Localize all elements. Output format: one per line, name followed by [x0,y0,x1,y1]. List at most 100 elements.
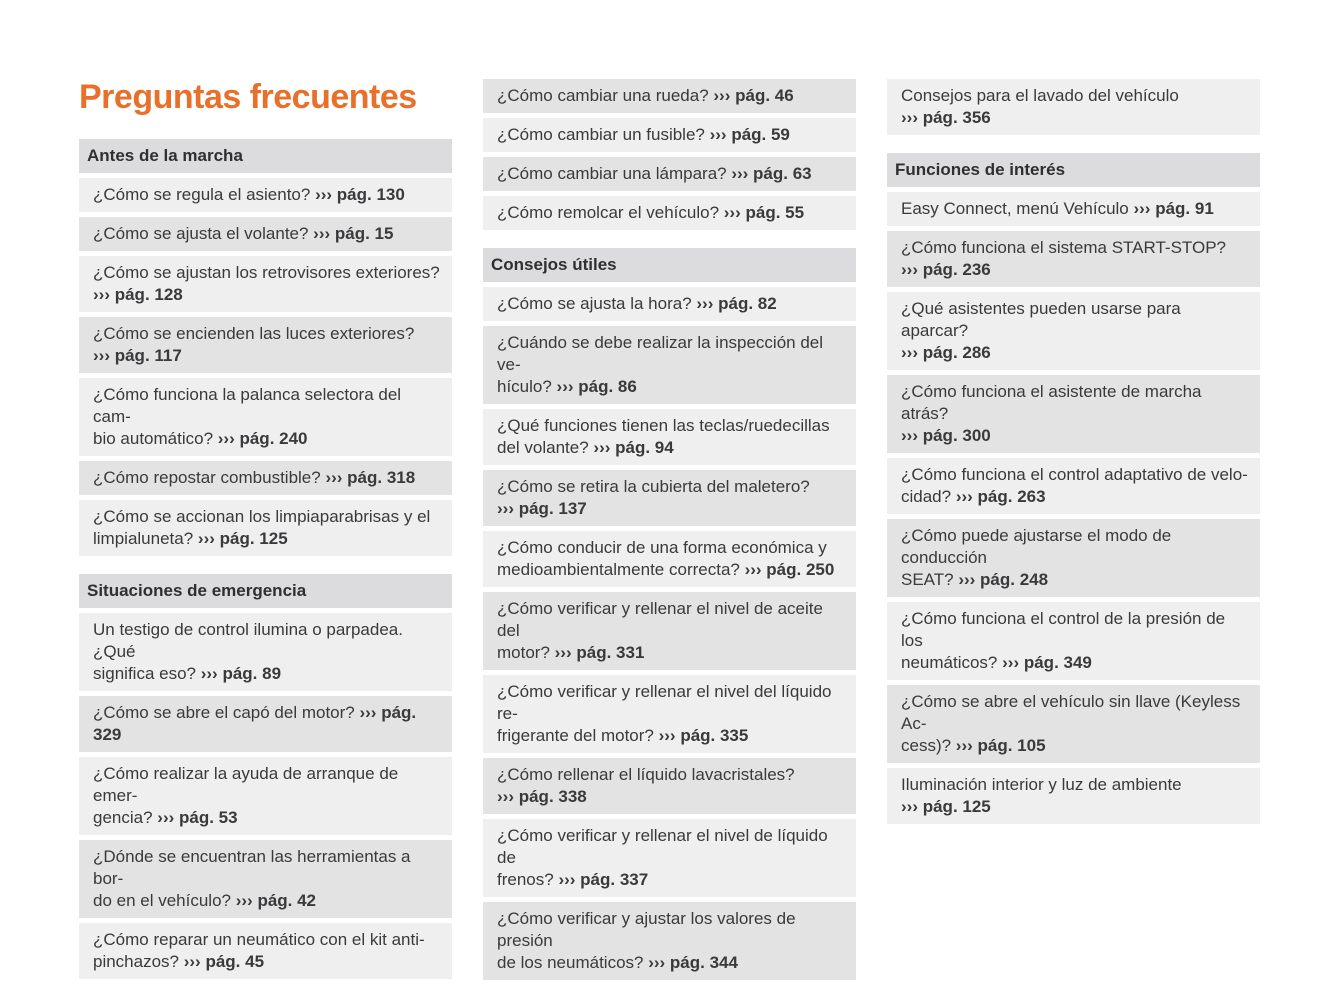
faq-item: ¿Cómo realizar la ayuda de arranque de e… [79,757,452,835]
arrow-icon: ››› [93,285,110,304]
page-reference-link[interactable]: pág. 240 [239,429,308,448]
question-text: ¿Cómo puede ajustarse el modo de conducc… [901,526,1172,589]
faq-item: ¿Cómo cambiar un fusible? ››› pág. 59 [483,118,856,152]
question-text: ¿Cómo conducir de una forma económica y … [497,538,827,579]
question-text: ¿Cómo se ajusta la hora? [497,294,697,313]
arrow-icon: ››› [709,125,727,144]
page-reference-link[interactable]: pág. 89 [222,664,282,683]
page-reference-link[interactable]: pág. 344 [669,953,738,972]
page-reference-link[interactable]: pág. 248 [980,570,1049,589]
page-reference-link[interactable]: pág. 137 [518,499,587,518]
page-reference-link[interactable]: pág. 55 [745,203,805,222]
page-reference-link[interactable]: pág. 300 [922,426,991,445]
page-reference-link[interactable]: pág. 356 [922,108,991,127]
faq-item: ¿Cómo remolcar el vehículo? ››› pág. 55 [483,196,856,230]
faq-item: Consejos para el lavado del vehículo ›››… [887,79,1260,135]
page-reference-link[interactable]: pág. 128 [114,285,183,304]
question-text: ¿Cuándo se debe realizar la inspección d… [497,333,824,396]
question-text: ¿Cómo se accionan los limpiaparabrisas y… [93,507,431,548]
arrow-icon: ››› [1002,653,1020,672]
faq-item: ¿Dónde se encuentran las herramientas a … [79,840,452,918]
page-title: Preguntas frecuentes [79,78,417,116]
page-reference-link[interactable]: pág. 337 [580,870,649,889]
page-reference-link[interactable]: pág. 59 [731,125,790,144]
page-reference-link[interactable]: pág. 125 [922,797,991,816]
question-text: ¿Cómo verificar y rellenar el nivel de l… [497,826,828,889]
faq-item: ¿Cómo cambiar una rueda? ››› pág. 46 [483,79,856,113]
faq-item: ¿Cómo funciona la palanca selectora del … [79,378,452,456]
question-text: ¿Cómo se abre el vehículo sin llave (Key… [901,692,1241,755]
page-reference-link[interactable]: pág. 130 [336,185,405,204]
question-text: ¿Cómo cambiar una rueda? [497,86,714,105]
page-reference-link[interactable]: pág. 286 [922,343,991,362]
faq-item: ¿Qué asistentes pueden usarse para aparc… [887,292,1260,370]
page-reference-link[interactable]: pág. 329 [93,703,417,744]
arrow-icon: ››› [183,952,201,971]
faq-item: Iluminación interior y luz de ambiente ›… [887,768,1260,824]
faq-section: Consejos útiles ¿Cómo se ajusta la hora? … [483,248,856,980]
page-reference-link[interactable]: pág. 53 [179,808,238,827]
page-reference-link[interactable]: pág. 82 [718,294,777,313]
faq-item: ¿Cómo se retira la cubierta del maletero… [483,470,856,526]
page-reference-link[interactable]: pág. 349 [1023,653,1092,672]
question-text: ¿Cómo se ajustan los retrovisores exteri… [93,263,440,282]
arrow-icon: ››› [648,953,666,972]
question-text: ¿Cómo verificar y rellenar el nivel del … [497,682,832,745]
section-header: Antes de la marcha [79,139,452,173]
arrow-icon: ››› [197,529,215,548]
question-text: ¿Cómo realizar la ayuda de arranque de e… [93,764,399,827]
arrow-icon: ››› [658,726,676,745]
page-reference-link[interactable]: pág. 105 [977,736,1046,755]
page-reference-link[interactable]: pág. 125 [219,529,288,548]
page-reference-link[interactable]: pág. 91 [1155,199,1214,218]
faq-section: Antes de la marcha ¿Cómo se regula el asi… [79,139,452,556]
page-reference-link[interactable]: pág. 338 [518,787,587,806]
page-reference-link[interactable]: pág. 263 [977,487,1046,506]
page-reference-link[interactable]: pág. 94 [615,438,674,457]
faq-item: ¿Cómo funciona el control de la presión … [887,602,1260,680]
arrow-icon: ››› [235,891,253,910]
arrow-icon: ››› [157,808,175,827]
page-reference-link[interactable]: pág. 117 [114,346,182,365]
arrow-icon: ››› [713,86,731,105]
question-text: ¿Cómo cambiar una lámpara? [497,164,732,183]
question-text: Easy Connect, menú Vehículo [901,199,1134,218]
faq-item: ¿Cuándo se debe realizar la inspección d… [483,326,856,404]
page-reference-link[interactable]: pág. 335 [680,726,749,745]
page-reference-link[interactable]: pág. 318 [347,468,416,487]
question-text: ¿Cómo se ajusta el volante? [93,224,314,243]
arrow-icon: ››› [1133,199,1151,218]
page-reference-link[interactable]: pág. 63 [753,164,812,183]
page-reference-link[interactable]: pág. 331 [576,643,645,662]
arrow-icon: ››› [696,294,714,313]
faq-item: ¿Cómo funciona el control adaptativo de … [887,458,1260,514]
question-text: ¿Cómo repostar combustible? [93,468,326,487]
arrow-icon: ››› [593,438,611,457]
arrow-icon: ››› [217,429,235,448]
faq-item: ¿Cómo verificar y rellenar el nivel de a… [483,592,856,670]
page-reference-link[interactable]: pág. 86 [578,377,637,396]
question-text: ¿Cómo cambiar un fusible? [497,125,710,144]
question-text: ¿Cómo se abre el capó del motor? [93,703,360,722]
arrow-icon: ››› [558,870,576,889]
arrow-icon: ››› [497,499,514,518]
arrow-icon: ››› [901,343,918,362]
page-reference-link[interactable]: pág. 15 [334,224,394,243]
faq-item: Easy Connect, menú Vehículo ››› pág. 91 [887,192,1260,226]
faq-item: ¿Qué funciones tienen las teclas/ruedeci… [483,409,856,465]
faq-item: ¿Cómo se accionan los limpiaparabrisas y… [79,500,452,556]
faq-item: ¿Cómo funciona el sistema START-STOP? ››… [887,231,1260,287]
page-reference-link[interactable]: pág. 250 [766,560,835,579]
question-text: Iluminación interior y luz de ambiente [901,775,1182,794]
question-text: ¿Qué funciones tienen las teclas/ruedeci… [497,416,830,457]
faq-item: ¿Cómo repostar combustible? ››› pág. 318 [79,461,452,495]
faq-item: ¿Cómo verificar y rellenar el nivel de l… [483,819,856,897]
page-reference-link[interactable]: pág. 236 [922,260,991,279]
page-reference-link[interactable]: pág. 46 [735,86,794,105]
section-header: Consejos útiles [483,248,856,282]
question-text: ¿Cómo funciona el sistema START-STOP? [901,238,1227,257]
faq-item: ¿Cómo se encienden las luces exteriores?… [79,317,452,373]
page-reference-link[interactable]: pág. 42 [257,891,317,910]
page-reference-link[interactable]: pág. 45 [205,952,265,971]
arrow-icon: ››› [315,185,333,204]
